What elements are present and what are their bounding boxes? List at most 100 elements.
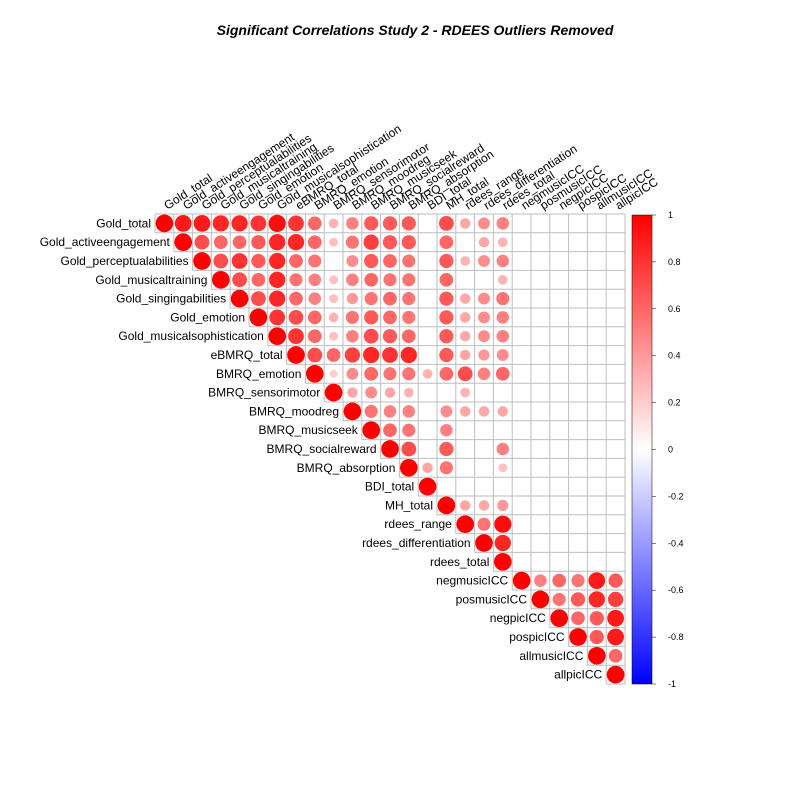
correlation-circle — [324, 383, 343, 402]
correlation-circle — [155, 214, 174, 233]
correlation-circle — [439, 235, 454, 250]
correlation-circle — [287, 346, 305, 364]
correlation-circle — [422, 462, 433, 474]
correlation-circle — [346, 255, 359, 267]
correlation-circle — [403, 387, 414, 398]
correlation-circle — [478, 236, 490, 248]
row-label: MH_total — [385, 498, 433, 512]
correlation-circle — [346, 273, 359, 287]
correlation-circle — [494, 534, 511, 552]
correlation-circle — [401, 329, 416, 344]
correlation-circle — [289, 291, 303, 306]
correlation-circle — [326, 348, 341, 362]
color-legend-tick-label: 0.4 — [668, 351, 681, 361]
color-legend-bar — [631, 214, 653, 685]
correlation-circle — [460, 256, 471, 266]
correlation-circle — [534, 574, 547, 587]
correlation-circle — [588, 591, 605, 608]
correlation-circle — [381, 440, 399, 458]
color-legend-tick-label: 1 — [668, 210, 673, 220]
correlation-circle — [383, 405, 397, 418]
color-legend-tick-label: -0.8 — [668, 632, 684, 642]
correlation-circle — [607, 609, 624, 627]
correlation-circle — [439, 291, 454, 306]
row-label: BMRQ_socialreward — [267, 442, 377, 456]
correlation-circle — [608, 648, 623, 663]
correlation-circle — [364, 272, 379, 287]
correlation-circle — [382, 347, 398, 363]
correlation-circle — [439, 253, 454, 269]
correlation-circle — [498, 463, 508, 473]
correlation-circle — [344, 347, 361, 363]
correlation-circle — [250, 215, 267, 232]
correlation-circle — [459, 406, 471, 417]
correlation-circle — [308, 254, 322, 268]
correlation-circle — [439, 329, 454, 344]
correlation-circle — [478, 349, 490, 361]
color-legend-tick-label: -0.6 — [668, 585, 684, 595]
correlation-circle — [495, 366, 510, 381]
correlation-circle — [174, 215, 192, 232]
row-label: Gold_perceptualabilities — [61, 254, 189, 268]
correlation-circle — [460, 387, 471, 398]
row-label: allmusicICC — [519, 649, 583, 663]
correlation-circle — [308, 292, 322, 305]
correlation-circle — [307, 216, 322, 231]
correlation-circle — [307, 235, 322, 250]
correlation-circle — [288, 215, 304, 232]
row-label: negmusicICC — [436, 574, 508, 588]
color-legend-tick-label: 0.6 — [668, 304, 681, 314]
correlation-circle — [308, 273, 322, 287]
correlation-circle — [497, 406, 509, 417]
correlation-circle — [174, 233, 193, 252]
row-label: Gold_activeengagement — [40, 235, 171, 249]
correlation-circle — [402, 405, 416, 418]
correlation-circle — [365, 386, 378, 399]
correlation-circle — [402, 254, 416, 268]
correlation-circle — [213, 253, 229, 269]
correlation-circle — [402, 367, 416, 381]
correlation-circle — [496, 442, 510, 456]
row-label: eBMRQ_total — [211, 348, 283, 362]
correlation-circle — [439, 272, 454, 287]
correlation-circle — [383, 291, 397, 306]
correlation-circle — [587, 646, 606, 665]
correlation-circle — [399, 458, 418, 477]
correlation-circle — [478, 406, 490, 417]
row-label: rdees_differentiation — [362, 536, 471, 550]
correlation-circle — [496, 292, 510, 306]
correlation-circle — [496, 349, 509, 361]
correlation-circle — [494, 515, 512, 533]
correlation-circle — [402, 292, 416, 306]
correlation-circle — [329, 331, 339, 341]
correlation-circle — [346, 293, 358, 305]
correlation-circle — [211, 270, 230, 289]
row-label: rdees_range — [384, 517, 452, 531]
correlation-circle — [364, 310, 379, 325]
correlation-circle — [343, 402, 362, 421]
row-label: Gold_musicalsophistication — [118, 329, 263, 343]
correlation-circle — [329, 237, 339, 247]
correlation-circle — [589, 629, 604, 645]
correlation-circle — [328, 218, 339, 229]
correlation-circle — [346, 217, 359, 230]
color-legend-tick-label: -0.4 — [668, 538, 684, 548]
correlation-circle — [231, 253, 248, 269]
correlation-circle — [307, 329, 322, 344]
color-legend-tick-label: 0 — [668, 445, 673, 455]
color-legend-tick-label: -0.2 — [668, 491, 684, 501]
correlation-circle — [400, 346, 417, 364]
row-labels: Gold_total Gold_activeengagement Gold_perc… — [40, 216, 603, 681]
row-label: allpicICC — [554, 668, 602, 682]
correlation-circle — [287, 234, 305, 251]
correlation-circle — [418, 477, 437, 496]
correlation-circle — [496, 254, 510, 268]
correlation-circle — [288, 310, 304, 325]
correlation-circle — [477, 517, 491, 531]
correlation-circle — [459, 330, 471, 342]
correlation-circle — [493, 552, 512, 571]
correlation-circle — [439, 310, 454, 325]
correlation-circle — [193, 215, 211, 232]
correlation-circle — [478, 330, 490, 343]
row-label: BDI_total — [365, 480, 414, 494]
